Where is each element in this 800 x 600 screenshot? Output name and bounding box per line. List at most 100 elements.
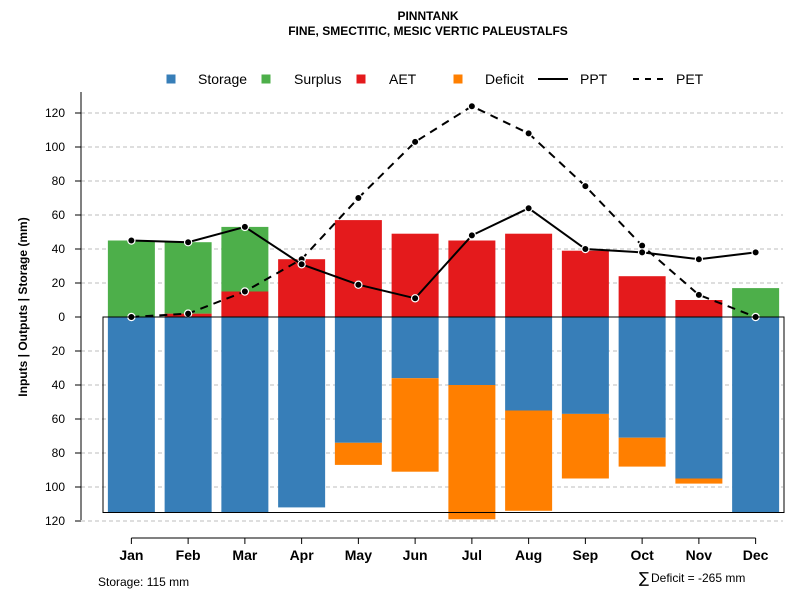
y-tick-label: 80	[52, 446, 66, 460]
deficit-bar	[561, 413, 609, 479]
deficit-bar	[334, 442, 382, 465]
ppt-point	[581, 244, 590, 254]
ppt-point	[751, 248, 760, 257]
aet-bar	[448, 240, 496, 317]
pet-point	[524, 129, 533, 138]
legend-label: PPT	[580, 71, 608, 87]
legend-item-deficit: Deficit	[453, 71, 524, 87]
legend-item-pet: PET	[633, 71, 704, 87]
chart-title: PINNTANK	[397, 9, 458, 23]
legend-item-ppt: PPT	[538, 71, 608, 87]
storage-bar	[448, 317, 496, 385]
y-tick-label: 20	[52, 276, 66, 290]
storage-bar	[505, 317, 553, 411]
aet-bar	[505, 233, 553, 317]
legend-label: Surplus	[294, 71, 341, 87]
ppt-line	[131, 207, 756, 300]
x-tick-label: Apr	[290, 547, 315, 563]
aet-bar	[278, 259, 326, 317]
y-tick-label: 80	[52, 174, 66, 188]
surplus-bar	[164, 242, 212, 314]
pet-point	[694, 290, 704, 300]
storage-bar	[561, 317, 609, 414]
pet-point	[410, 137, 420, 147]
ppt-point	[694, 255, 704, 264]
x-tick-label: Jun	[403, 547, 428, 563]
legend-label: PET	[676, 71, 704, 87]
ppt-point	[524, 203, 533, 213]
chart-subtitle: FINE, SMECTITIC, MESIC VERTIC PALEUSTALF…	[288, 24, 568, 38]
y-tick-label: 40	[52, 378, 66, 392]
axes: 120 100 80 60 40 20 0 20 40 60 80 100 120 Jan Feb Mar Ap…	[45, 92, 785, 563]
pet-point	[183, 309, 193, 318]
ppt-point	[637, 248, 647, 257]
surplus-bar	[732, 288, 780, 317]
legend-label: Deficit	[485, 71, 524, 87]
aet-bar	[334, 220, 382, 317]
pet-point	[581, 181, 590, 191]
pet-point	[637, 241, 647, 250]
deficit-bar	[675, 478, 723, 484]
legend-item-aet: AET	[356, 71, 417, 87]
y-tick-label: 0	[58, 310, 65, 324]
y-tick-label: 120	[45, 514, 65, 528]
ppt-point	[297, 260, 306, 269]
y-tick-label: 40	[52, 242, 66, 256]
legend-label: AET	[389, 71, 417, 87]
x-tick-label: May	[345, 547, 372, 563]
pet-point	[467, 101, 477, 111]
aet-bar	[391, 233, 439, 317]
y-tick-label: 100	[45, 140, 65, 154]
sum-symbol: ∑	[639, 569, 649, 587]
ppt-point	[467, 231, 477, 240]
storage-bar	[164, 317, 212, 513]
storage-bar	[391, 317, 439, 379]
pet-point	[354, 193, 363, 203]
storage-bar	[334, 317, 382, 443]
storage-bar	[221, 317, 269, 513]
storage-bar	[278, 317, 326, 508]
aet-bar	[221, 291, 269, 317]
legend: Storage Surplus AET Deficit PPT PET	[166, 71, 704, 87]
legend-swatch	[453, 74, 463, 84]
legend-swatch	[261, 74, 271, 84]
y-tick-label: 100	[45, 480, 65, 494]
aet-bar	[561, 250, 609, 317]
bars	[107, 220, 780, 520]
deficit-note: Deficit = -265 mm	[651, 571, 745, 585]
storage-bar	[732, 317, 780, 513]
legend-item-surplus: Surplus	[261, 71, 341, 87]
legend-swatch	[356, 74, 366, 84]
deficit-bar	[618, 437, 666, 467]
y-tick-label: 120	[45, 106, 65, 120]
deficit-bar	[391, 378, 439, 472]
storage-note: Storage: 115 mm	[98, 575, 189, 589]
x-tick-label: Nov	[686, 547, 713, 563]
storage-bar	[618, 317, 666, 438]
aet-bar	[618, 276, 666, 317]
y-tick-label: 60	[52, 412, 66, 426]
deficit-bar	[505, 410, 553, 511]
ppt-point	[240, 222, 250, 232]
deficit-bar	[448, 385, 496, 520]
x-tick-label: Dec	[743, 547, 769, 563]
storage-bar	[675, 317, 723, 479]
surplus-bar	[107, 240, 155, 317]
x-tick-label: Jul	[462, 547, 482, 563]
y-tick-label: 60	[52, 208, 66, 222]
ppt-point	[410, 294, 420, 303]
x-tick-label: Mar	[232, 547, 257, 563]
y-tick-label: 20	[52, 344, 66, 358]
x-tick-label: Feb	[176, 547, 201, 563]
pet-point	[240, 287, 250, 296]
ppt-point	[183, 237, 193, 247]
x-tick-label: Aug	[515, 547, 542, 563]
storage-bar	[107, 317, 155, 513]
legend-label: Storage	[198, 71, 247, 87]
legend-swatch	[166, 74, 176, 84]
x-tick-label: Oct	[630, 547, 654, 563]
ppt-point	[127, 236, 136, 245]
series-lines	[127, 101, 760, 322]
ppt-point	[354, 280, 363, 289]
